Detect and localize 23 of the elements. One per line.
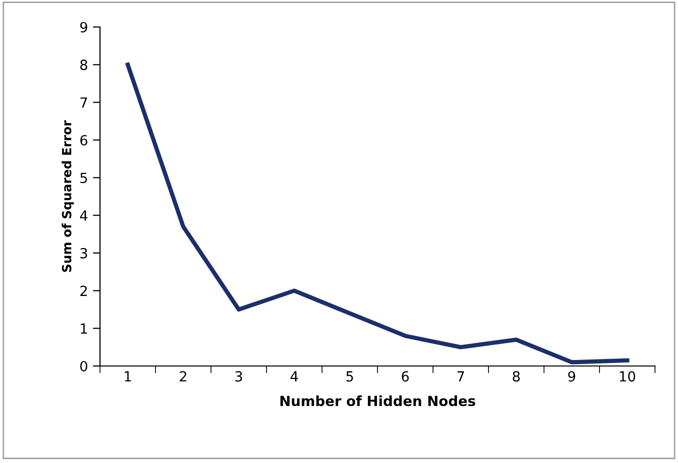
x-tick-label: 2: [180, 371, 186, 382]
y-tick-label: 8: [80, 60, 88, 70]
x-tick-label: 7: [457, 371, 464, 382]
x-tick-label: 3: [235, 371, 242, 382]
y-tick-label: 0: [80, 360, 88, 372]
x-tick-label: 10: [620, 371, 636, 382]
x-axis-title: Number of Hidden Nodes: [280, 395, 476, 406]
x-tick-label: 6: [402, 371, 409, 382]
y-tick-label: 5: [80, 172, 87, 184]
x-tick-label: 8: [512, 371, 520, 382]
line-series: [126, 62, 630, 364]
y-tick-label: 9: [80, 22, 88, 32]
y-tick-label: 7: [80, 97, 88, 108]
y-tick-label: 2: [80, 286, 87, 296]
y-tick-label: 1: [80, 323, 87, 334]
x-tick-label: 9: [568, 371, 576, 382]
y-tick-label: 3: [80, 248, 88, 258]
y-axis-title: Sum of Squared Error: [62, 120, 74, 272]
y-tick-label: 6: [80, 134, 88, 146]
x-tick-label: 5: [346, 371, 353, 382]
y-tick-label: 4: [80, 210, 88, 221]
x-tick-label: 4: [290, 371, 298, 382]
x-tick-label: 1: [124, 371, 131, 382]
